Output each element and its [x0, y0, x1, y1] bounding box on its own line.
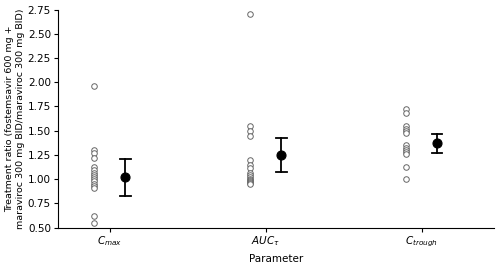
- Y-axis label: Treatment ratio (fostemsavir 600 mg +
maraviroc 300 mg BID/maraviroc 300 mg BID): Treatment ratio (fostemsavir 600 mg + ma…: [6, 8, 25, 229]
- X-axis label: Parameter: Parameter: [249, 254, 304, 264]
